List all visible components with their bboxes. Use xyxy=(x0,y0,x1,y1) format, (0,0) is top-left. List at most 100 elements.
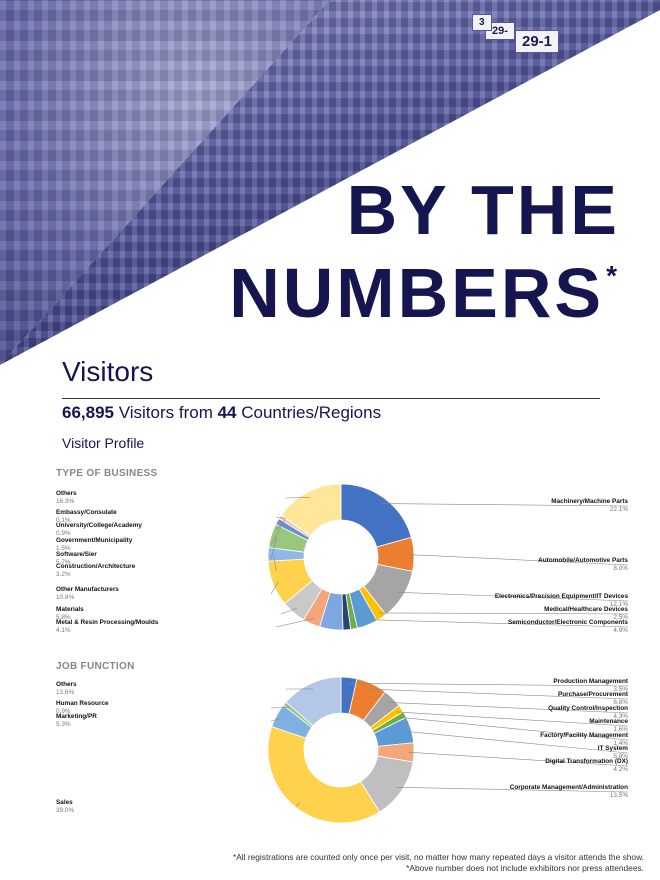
leader-line xyxy=(275,519,286,531)
footnote-2: *Above number does not include exhibitor… xyxy=(406,863,644,873)
leader-line xyxy=(405,731,629,754)
hero-title-line1: BY THE xyxy=(346,171,620,249)
slice-label: Quality Control/Inspection xyxy=(548,705,628,712)
slice-value: 3.2% xyxy=(56,571,71,578)
slice-value: 5.3% xyxy=(56,721,71,728)
footnotes: *All registrations are counted only once… xyxy=(233,852,644,874)
slice-label: Other Manufacturers xyxy=(56,586,119,593)
leader-line xyxy=(285,497,311,499)
visitor-profile-label: Visitor Profile xyxy=(62,435,145,451)
leader-line xyxy=(399,717,629,741)
hall-sign-small-2: 3 xyxy=(472,14,492,31)
headline-text-2: Countries/Regions xyxy=(236,403,382,422)
leader-line xyxy=(396,711,629,727)
slice-value: 3.5% xyxy=(613,686,628,693)
leader-line xyxy=(348,682,629,687)
slice-value: 5.8% xyxy=(613,753,628,760)
hall-sign-small: 29- xyxy=(485,22,515,40)
leader-line xyxy=(408,751,629,767)
slice-label: Software/Sier xyxy=(56,551,97,558)
donut-slice xyxy=(267,726,381,824)
slice-value: 0.1% xyxy=(56,517,71,524)
total-visitors: 66,895 xyxy=(62,403,114,422)
slice-label: Machinery/Machine Parts xyxy=(551,498,628,505)
slice-value: 4.3% xyxy=(613,713,628,720)
leader-line xyxy=(280,607,298,615)
slice-label: University/College/Academy xyxy=(56,522,142,529)
slice-label: Medical/Healthcare Devices xyxy=(544,606,628,613)
slice-value: 5.8% xyxy=(56,614,71,621)
job-chart-title: JOB FUNCTION xyxy=(56,661,135,672)
slice-value: 4.1% xyxy=(56,627,71,634)
slice-value: 12.1% xyxy=(610,601,628,608)
hero-title-asterisk: * xyxy=(606,260,620,291)
leader-line xyxy=(365,619,629,628)
slice-value: 4.9% xyxy=(613,627,628,634)
slice-value: 4.2% xyxy=(613,766,628,773)
hall-sign: 29-1 xyxy=(515,30,560,53)
donut-slice xyxy=(340,483,412,548)
leader-line xyxy=(273,554,277,572)
slice-label: Construction/Architecture xyxy=(56,563,136,570)
hero-title-line2: NUMBERS* xyxy=(229,258,620,328)
leader-line xyxy=(270,524,283,546)
leader-line xyxy=(275,618,314,628)
leader-line xyxy=(270,581,279,595)
slice-value: 1.6% xyxy=(613,726,628,733)
section-divider xyxy=(62,398,600,399)
leader-line xyxy=(381,503,629,507)
leader-line xyxy=(270,537,278,560)
slice-value: 16.3% xyxy=(56,498,74,505)
hero-title-word: NUMBERS xyxy=(229,254,605,332)
slice-value: 13.6% xyxy=(56,689,74,696)
slice-value: 10.8% xyxy=(56,594,74,601)
slice-label: Factory/Facility Management xyxy=(540,732,629,739)
slice-value: 0.9% xyxy=(56,708,71,715)
slice-label: Electronics/Precision Equipment/IT Devic… xyxy=(495,593,629,600)
leader-line xyxy=(388,702,629,714)
slice-label: Human Resource xyxy=(56,700,109,707)
country-count: 44 xyxy=(217,403,237,422)
slice-label: Semiconductor/Electronic Components xyxy=(508,619,628,626)
slice-value: 13.5% xyxy=(610,792,628,799)
leader-line xyxy=(369,688,629,700)
slice-value: 39.0% xyxy=(56,807,74,814)
leader-line xyxy=(295,802,300,808)
slice-label: IT System xyxy=(598,745,629,752)
leader-line xyxy=(275,516,286,519)
donut-slice xyxy=(280,483,342,537)
leader-line xyxy=(396,787,629,793)
leader-line xyxy=(270,717,282,722)
leader-line xyxy=(408,554,629,566)
slice-value: 22.1% xyxy=(610,506,628,513)
leader-line xyxy=(270,707,290,709)
slice-label: Automobile/Automotive Parts xyxy=(538,557,628,564)
slice-label: Purchase/Procurement xyxy=(558,691,629,698)
slice-value: 5.7% xyxy=(56,559,71,566)
visitor-headline: 66,895 Visitors from 44 Countries/Region… xyxy=(62,403,381,423)
section-title: Visitors xyxy=(62,356,154,387)
slice-label: Marketing/PR xyxy=(56,713,97,720)
hero-banner: 29-1 29- 3 BY THE NUMBERS* xyxy=(0,0,660,370)
slice-label: Production Management xyxy=(553,678,628,685)
slice-value: 2.5% xyxy=(613,614,628,621)
donut-slice xyxy=(285,676,342,727)
business-chart-title: TYPE OF BUSINESS xyxy=(56,468,158,479)
slice-label: Maintenance xyxy=(589,718,628,725)
slice-label: Digital Transformation (DX) xyxy=(545,758,628,765)
slice-value: 1.4% xyxy=(613,740,628,747)
slice-label: Government/Municipality xyxy=(56,537,133,544)
slice-value: 0.9% xyxy=(56,530,71,537)
job-donut-chart: Production Management3.5%Purchase/Procur… xyxy=(56,676,629,824)
slice-value: 1.5% xyxy=(56,545,71,552)
leader-line xyxy=(378,612,629,615)
footnote-1: *All registrations are counted only once… xyxy=(232,852,644,862)
slice-label: Materials xyxy=(56,606,84,613)
slice-label: Others xyxy=(56,490,77,497)
slice-value: 8.0% xyxy=(613,565,628,572)
slice-label: Sales xyxy=(56,799,73,806)
slice-label: Embassy/Consulate xyxy=(56,509,117,516)
leader-line xyxy=(398,592,629,602)
slice-label: Others xyxy=(56,681,77,688)
